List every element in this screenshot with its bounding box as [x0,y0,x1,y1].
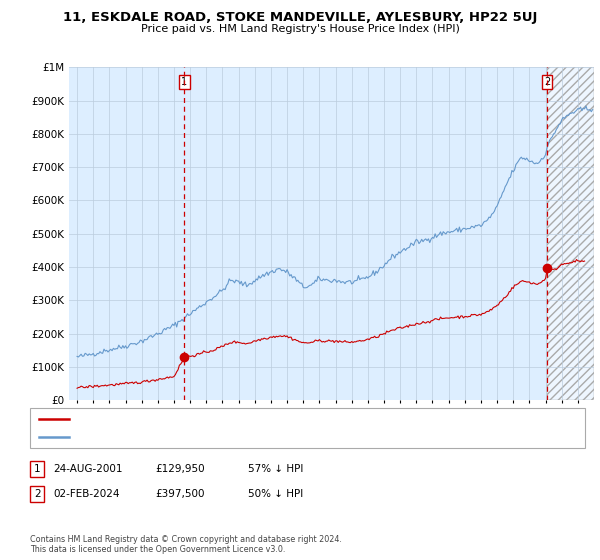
Text: 11, ESKDALE ROAD, STOKE MANDEVILLE, AYLESBURY, HP22 5UJ: 11, ESKDALE ROAD, STOKE MANDEVILLE, AYLE… [63,11,537,24]
Text: 57% ↓ HPI: 57% ↓ HPI [248,464,304,474]
Bar [547,67,594,400]
Text: Contains HM Land Registry data © Crown copyright and database right 2024.
This d: Contains HM Land Registry data © Crown c… [30,535,342,554]
Text: 2: 2 [544,77,550,87]
Text: 02-FEB-2024: 02-FEB-2024 [53,489,120,499]
Text: £397,500: £397,500 [155,489,205,499]
Text: 24-AUG-2001: 24-AUG-2001 [53,464,123,474]
Text: HPI: Average price, detached house, Buckinghamshire: HPI: Average price, detached house, Buck… [74,433,332,442]
Text: 11, ESKDALE ROAD, STOKE MANDEVILLE, AYLESBURY, HP22 5UJ (detached house): 11, ESKDALE ROAD, STOKE MANDEVILLE, AYLE… [74,414,461,423]
Text: 50% ↓ HPI: 50% ↓ HPI [248,489,304,499]
Text: Price paid vs. HM Land Registry's House Price Index (HPI): Price paid vs. HM Land Registry's House … [140,24,460,34]
Text: £129,950: £129,950 [155,464,205,474]
Text: 1: 1 [34,464,41,474]
Text: 2: 2 [34,489,41,499]
Text: 1: 1 [181,77,188,87]
Bar [547,67,594,400]
